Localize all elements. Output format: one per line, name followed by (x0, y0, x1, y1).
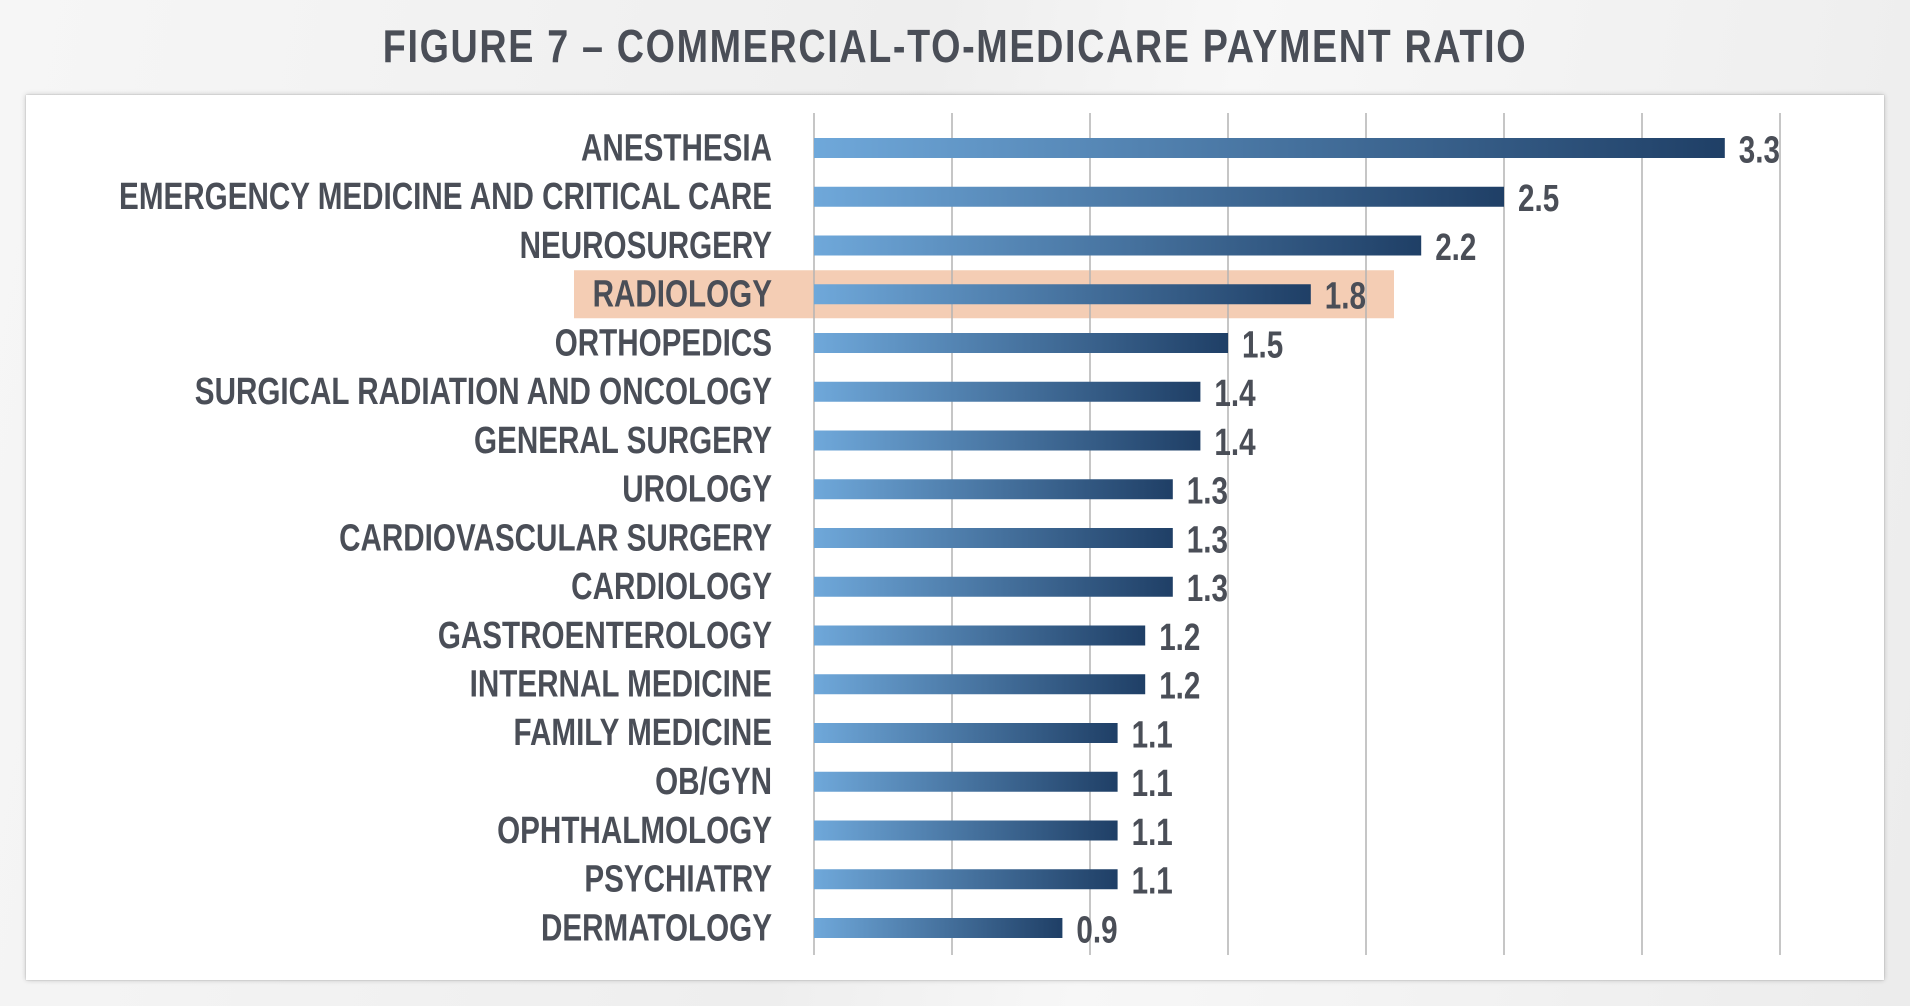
category-label: ORTHOPEDICS (555, 322, 772, 364)
category-label: CARDIOLOGY (571, 566, 772, 608)
bar (814, 869, 1118, 890)
bar (814, 576, 1173, 597)
bar (814, 479, 1173, 500)
bar (814, 430, 1201, 451)
category-label: OB/GYN (655, 761, 772, 803)
category-label: OPHTHALMOLOGY (497, 809, 772, 851)
value-label: 1.2 (1159, 616, 1200, 658)
value-label: 1.5 (1242, 324, 1283, 366)
category-label: UROLOGY (622, 468, 772, 510)
category-label: PSYCHIATRY (584, 858, 772, 900)
chart-panel: ANESTHESIA 3.3 EMERGENCY MEDICINE AND CRIT… (26, 95, 1884, 980)
category-label: CARDIOVASCULAR SURGERY (339, 517, 772, 559)
value-label: 0.9 (1076, 909, 1117, 951)
bar (814, 625, 1146, 646)
bar-chart: ANESTHESIA 3.3 EMERGENCY MEDICINE AND CRIT… (119, 113, 1781, 955)
bar (814, 381, 1201, 402)
value-label: 1.3 (1187, 519, 1228, 561)
category-label: FAMILY MEDICINE (514, 712, 772, 754)
category-label: SURGICAL RADIATION AND ONCOLOGY (195, 371, 772, 413)
value-label: 2.2 (1435, 226, 1476, 268)
bar (814, 723, 1118, 743)
bar (814, 820, 1118, 841)
category-label: RADIOLOGY (593, 273, 773, 315)
value-label: 1.2 (1159, 665, 1200, 707)
value-label: 1.4 (1214, 373, 1255, 415)
bar (814, 284, 1311, 305)
bar (814, 528, 1173, 548)
value-label: 1.3 (1187, 568, 1228, 610)
value-label: 1.1 (1132, 714, 1173, 756)
category-label: INTERNAL MEDICINE (470, 663, 772, 705)
bar (814, 771, 1118, 792)
value-label: 1.1 (1132, 811, 1173, 853)
category-label: DERMATOLOGY (541, 907, 772, 949)
chart-title: FIGURE 7 – COMMERCIAL-TO-MEDICARE PAYMEN… (382, 20, 1528, 72)
category-label: GASTROENTEROLOGY (438, 614, 772, 656)
category-label: GENERAL SURGERY (474, 419, 772, 461)
value-label: 1.8 (1325, 275, 1366, 317)
bar (814, 918, 1063, 938)
value-label: 2.5 (1518, 178, 1559, 220)
value-label: 1.1 (1132, 763, 1173, 805)
value-label: 1.3 (1187, 470, 1228, 512)
value-label: 1.1 (1132, 860, 1173, 902)
bar (814, 138, 1725, 158)
bar (814, 333, 1228, 353)
category-label: NEUROSURGERY (520, 224, 773, 266)
bar (814, 674, 1146, 695)
category-label: ANESTHESIA (581, 127, 772, 169)
value-label: 3.3 (1739, 129, 1780, 171)
category-label: EMERGENCY MEDICINE AND CRITICAL CARE (119, 176, 772, 218)
bar (814, 186, 1504, 207)
bar (814, 235, 1422, 256)
value-label: 1.4 (1214, 421, 1255, 463)
